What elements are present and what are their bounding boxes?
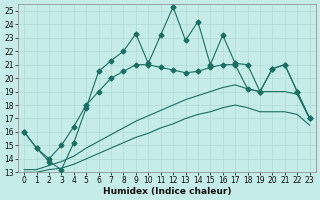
X-axis label: Humidex (Indice chaleur): Humidex (Indice chaleur) (103, 187, 231, 196)
